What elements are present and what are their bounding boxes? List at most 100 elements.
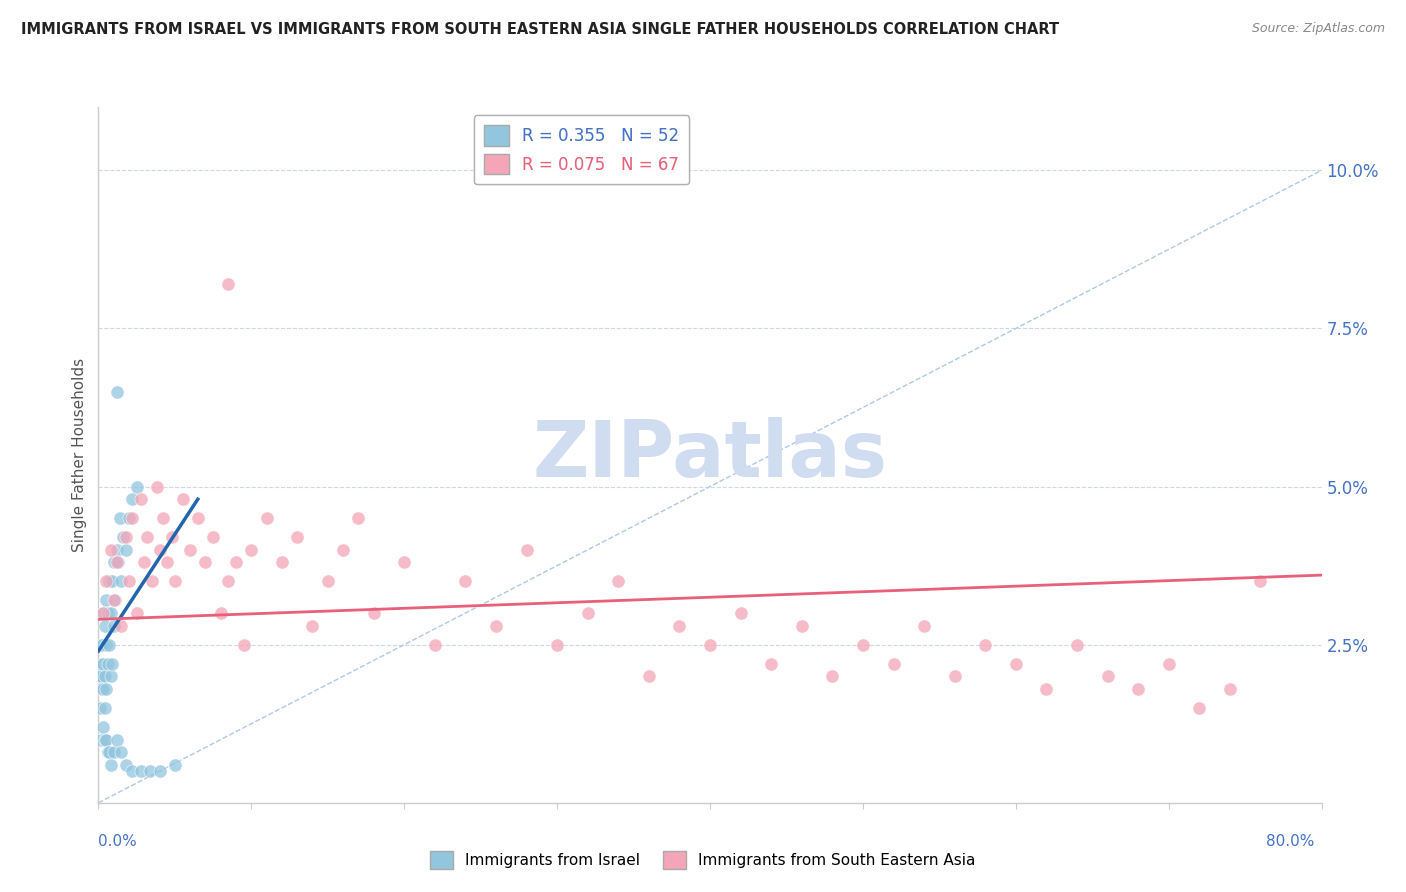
Point <box>730 606 752 620</box>
Point <box>105 556 128 570</box>
Point <box>89 638 111 652</box>
Point <box>1188 701 1211 715</box>
Point <box>179 542 201 557</box>
Point <box>516 542 538 557</box>
Point <box>110 745 132 759</box>
Point <box>98 574 121 589</box>
Point <box>125 479 148 493</box>
Point <box>121 764 143 779</box>
Point <box>790 618 813 632</box>
Point <box>101 657 124 671</box>
Point <box>316 574 339 589</box>
Point <box>392 556 416 570</box>
Point <box>118 511 141 525</box>
Point <box>111 530 134 544</box>
Point <box>98 638 121 652</box>
Text: ZIPatlas: ZIPatlas <box>533 417 887 493</box>
Point <box>103 593 125 607</box>
Point <box>104 593 127 607</box>
Point <box>100 542 122 557</box>
Point <box>912 618 935 632</box>
Point <box>160 530 183 544</box>
Point <box>134 556 156 570</box>
Point <box>110 574 132 589</box>
Point <box>1128 681 1150 696</box>
Point <box>139 764 162 779</box>
Point <box>1249 574 1271 589</box>
Point <box>129 764 152 779</box>
Point <box>89 701 111 715</box>
Point <box>187 511 209 525</box>
Point <box>347 511 370 525</box>
Point <box>91 606 114 620</box>
Point <box>115 542 138 557</box>
Point <box>546 638 568 652</box>
Point <box>217 277 239 292</box>
Point <box>98 745 121 759</box>
Point <box>100 606 122 620</box>
Point <box>90 732 112 747</box>
Point <box>172 492 194 507</box>
Point <box>103 618 125 632</box>
Point <box>97 606 120 620</box>
Point <box>1219 681 1241 696</box>
Point <box>759 657 782 671</box>
Point <box>209 606 232 620</box>
Point <box>1004 657 1026 671</box>
Point <box>91 681 114 696</box>
Point <box>125 606 148 620</box>
Point <box>103 556 125 570</box>
Point <box>454 574 477 589</box>
Point <box>1035 681 1057 696</box>
Point <box>363 606 385 620</box>
Point <box>89 669 111 683</box>
Point <box>105 542 128 557</box>
Point <box>105 732 128 747</box>
Point <box>91 657 114 671</box>
Point <box>576 606 599 620</box>
Point <box>91 720 114 734</box>
Point <box>149 764 172 779</box>
Point <box>121 511 143 525</box>
Point <box>93 669 115 683</box>
Point <box>118 574 141 589</box>
Point <box>107 556 129 570</box>
Point <box>94 732 117 747</box>
Point <box>163 574 186 589</box>
Point <box>105 384 128 399</box>
Point <box>270 556 292 570</box>
Point <box>91 606 114 620</box>
Text: 80.0%: 80.0% <box>1267 834 1315 849</box>
Point <box>232 638 254 652</box>
Point <box>883 657 905 671</box>
Point <box>93 701 115 715</box>
Point <box>103 745 125 759</box>
Point <box>101 574 124 589</box>
Point <box>607 574 630 589</box>
Point <box>485 618 508 632</box>
Point <box>668 618 690 632</box>
Point <box>141 574 163 589</box>
Point <box>115 757 138 772</box>
Point <box>332 542 354 557</box>
Point <box>136 530 159 544</box>
Point <box>240 542 263 557</box>
Point <box>1097 669 1119 683</box>
Point <box>100 669 122 683</box>
Point <box>93 618 115 632</box>
Point <box>90 657 112 671</box>
Point <box>94 593 117 607</box>
Point <box>90 681 112 696</box>
Point <box>94 681 117 696</box>
Text: 0.0%: 0.0% <box>98 834 138 849</box>
Point <box>97 745 120 759</box>
Point <box>974 638 997 652</box>
Point <box>217 574 239 589</box>
Point <box>90 669 112 683</box>
Point <box>225 556 247 570</box>
Point <box>94 574 117 589</box>
Point <box>94 638 117 652</box>
Point <box>202 530 225 544</box>
Point <box>129 492 152 507</box>
Text: Source: ZipAtlas.com: Source: ZipAtlas.com <box>1251 22 1385 36</box>
